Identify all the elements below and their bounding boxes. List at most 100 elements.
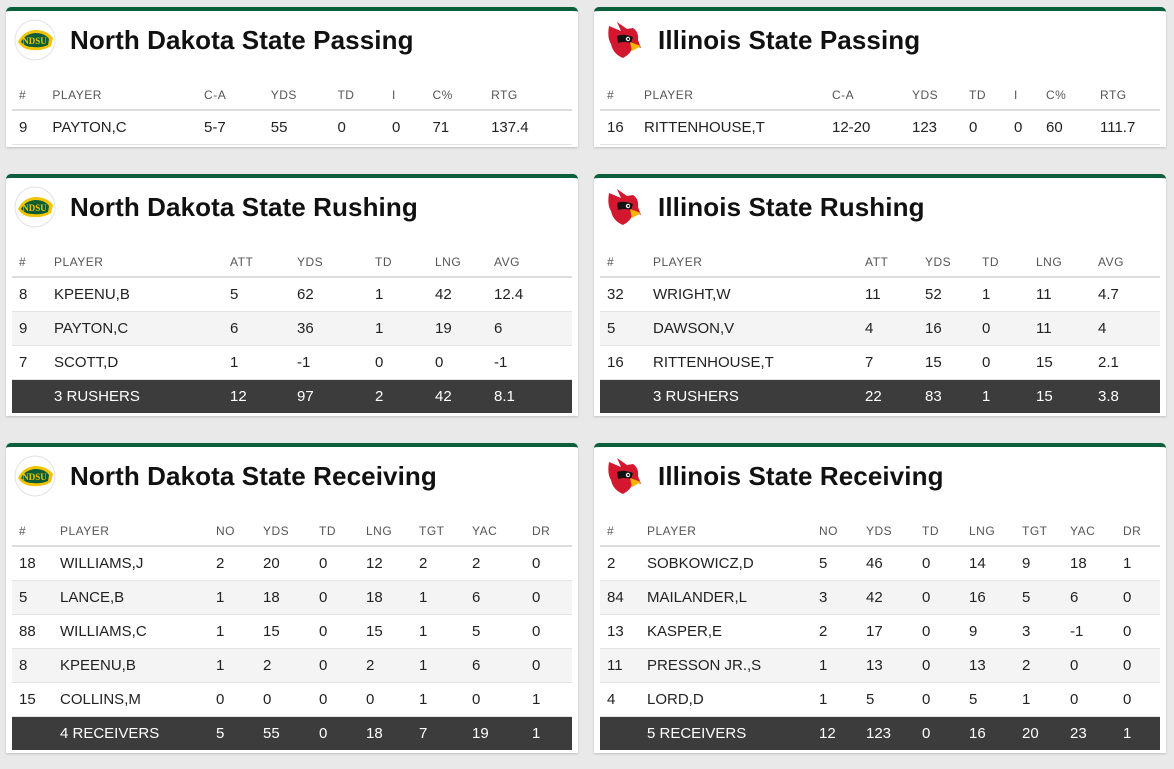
stat-cell: 12: [366, 546, 419, 581]
column-header: #: [12, 80, 53, 111]
stat-cell: 0: [1014, 110, 1046, 145]
column-header: DR: [532, 516, 572, 547]
stat-cell: 3: [1022, 614, 1070, 649]
stat-cell: 0: [375, 345, 435, 380]
stat-cell: 5: [230, 277, 297, 312]
table-row: 7 SCOTT,D 1 -1 0 0 -1: [12, 345, 572, 380]
stat-cell: 0: [1070, 648, 1123, 683]
stat-cell: 14: [969, 546, 1022, 581]
stat-cell: 11: [1036, 311, 1098, 346]
stat-cell: 18: [263, 580, 319, 615]
stat-cell: 6: [472, 648, 532, 683]
total-cell: 55: [263, 716, 319, 750]
player-name-cell: PAYTON,C: [52, 110, 205, 145]
isu-rushing-card: Illinois State Rushing # PLAYER ATT YDS TD LN…: [594, 174, 1166, 416]
stat-cell: 0: [319, 614, 366, 649]
total-cell: 20: [1022, 716, 1070, 750]
ndsu-receiving-card: NDSU North Dakota State Receiving # PLAYE…: [6, 443, 578, 753]
column-header: #: [12, 247, 54, 278]
card-header: NDSU North Dakota State Rushing: [6, 178, 578, 236]
stat-cell: 123: [912, 110, 969, 145]
total-cell: 12: [819, 716, 866, 750]
total-cell: 3.8: [1098, 379, 1160, 413]
total-row: 5 RECEIVERS 12 123 0 16 20 23 1: [600, 716, 1160, 750]
stats-table: # PLAYER ATT YDS TD LNG AVG 8 KPEENU,B 5 62 1 42 12.4…: [12, 247, 572, 413]
column-header: DR: [1123, 516, 1160, 547]
stat-cell: 19: [435, 311, 494, 346]
total-cell: 18: [366, 716, 419, 750]
ndsu-bison-logo-icon: NDSU: [12, 453, 58, 499]
player-name-cell: KPEENU,B: [60, 648, 216, 683]
table-row: 2 SOBKOWICZ,D 5 46 0 14 9 18 1: [600, 546, 1160, 581]
player-name-cell: LORD,D: [647, 682, 819, 717]
isu-passing-card: Illinois State Passing # PLAYER C-A YDS TD I C…: [594, 7, 1166, 147]
table-row: 16 RITTENHOUSE,T 7 15 0 15 2.1: [600, 345, 1160, 380]
stat-cell: 16: [600, 345, 653, 380]
stat-cell: 11: [1036, 277, 1098, 312]
column-header: C%: [1046, 80, 1100, 111]
stats-table: # PLAYER NO YDS TD LNG TGT YAC DR 2 SOBKOWICZ,D 5 46…: [600, 516, 1160, 750]
stat-cell: 15: [1036, 345, 1098, 380]
header-row: # PLAYER NO YDS TD LNG TGT YAC DR: [12, 516, 572, 547]
stat-cell: 11: [600, 648, 647, 683]
stat-cell: 2: [600, 546, 647, 581]
stat-cell: 0: [922, 614, 969, 649]
stat-cell: 9: [969, 614, 1022, 649]
table-row: 8 KPEENU,B 5 62 1 42 12.4: [12, 277, 572, 312]
stat-cell: 0: [435, 345, 494, 380]
total-cell: 23: [1070, 716, 1123, 750]
stat-cell: 1: [1123, 546, 1160, 581]
stat-cell: 0: [263, 682, 319, 717]
stat-cell: 16: [969, 580, 1022, 615]
total-cell: 123: [866, 716, 922, 750]
column-header: TGT: [1022, 516, 1070, 547]
stat-cell: 0: [982, 345, 1036, 380]
total-cell: [12, 716, 60, 750]
stat-cell: 0: [1123, 682, 1160, 717]
stat-cell: 5: [969, 682, 1022, 717]
column-header: TD: [319, 516, 366, 547]
stat-cell: 16: [600, 110, 644, 145]
column-header: YDS: [925, 247, 982, 278]
stat-cell: 6: [230, 311, 297, 346]
stat-cell: 15: [263, 614, 319, 649]
stat-cell: 2.1: [1098, 345, 1160, 380]
player-name-cell: SOBKOWICZ,D: [647, 546, 819, 581]
total-cell: 3 RUSHERS: [54, 379, 230, 413]
stat-cell: 1: [230, 345, 297, 380]
total-cell: 2: [375, 379, 435, 413]
stat-cell: -1: [297, 345, 375, 380]
stat-cell: 0: [319, 546, 366, 581]
stat-cell: 18: [1070, 546, 1123, 581]
stat-cell: 1: [532, 682, 572, 717]
stat-cell: 0: [969, 110, 1014, 145]
stat-cell: 32: [600, 277, 653, 312]
stat-cell: 0: [1123, 614, 1160, 649]
total-cell: 1: [1123, 716, 1160, 750]
column-header: TD: [922, 516, 969, 547]
column-header: #: [600, 80, 644, 111]
stat-cell: 111.7: [1100, 110, 1160, 145]
stat-cell: 2: [472, 546, 532, 581]
player-name-cell: WILLIAMS,C: [60, 614, 216, 649]
stat-cell: 1: [419, 614, 472, 649]
card-header: Illinois State Receiving: [594, 447, 1166, 505]
total-cell: 0: [922, 716, 969, 750]
card-title: Illinois State Passing: [658, 24, 921, 55]
total-cell: [600, 716, 647, 750]
total-cell: 1: [532, 716, 572, 750]
column-header: LNG: [435, 247, 494, 278]
player-name-cell: SCOTT,D: [54, 345, 230, 380]
svg-text:NDSU: NDSU: [22, 472, 47, 482]
stat-cell: 5-7: [204, 110, 271, 145]
player-name-cell: LANCE,B: [60, 580, 216, 615]
card-title: North Dakota State Passing: [70, 24, 414, 55]
card-header: Illinois State Passing: [594, 11, 1166, 69]
stat-cell: 0: [319, 580, 366, 615]
stat-cell: 8: [12, 277, 54, 312]
column-header: YAC: [1070, 516, 1123, 547]
column-header: I: [392, 80, 433, 111]
stat-cell: 2: [1022, 648, 1070, 683]
stat-cell: 2: [263, 648, 319, 683]
player-name-cell: KASPER,E: [647, 614, 819, 649]
